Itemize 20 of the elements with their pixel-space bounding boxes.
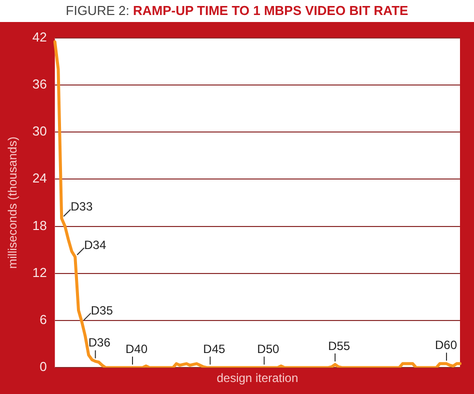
data-label: D36 bbox=[88, 336, 111, 350]
y-tick-label: 18 bbox=[32, 218, 47, 233]
y-tick-label: 42 bbox=[32, 29, 47, 44]
y-tick-label: 30 bbox=[32, 124, 47, 139]
y-tick-label: 24 bbox=[32, 170, 47, 186]
data-label: D60 bbox=[434, 338, 458, 352]
x-axis-title: design iteration bbox=[216, 371, 298, 386]
data-label: D45 bbox=[203, 342, 226, 356]
chart-title: FIGURE 2: RAMP-UP TIME TO 1 MBPS VIDEO BIT RATE bbox=[64, 2, 410, 20]
y-tick-label: 36 bbox=[32, 76, 47, 92]
data-label: D35 bbox=[90, 303, 114, 318]
data-label: D33 bbox=[70, 200, 93, 214]
y-tick-label: 12 bbox=[32, 264, 47, 280]
data-label: D55 bbox=[328, 338, 350, 353]
y-axis-title: milliseconds (thousands) bbox=[6, 136, 20, 269]
data-label: D40 bbox=[126, 342, 148, 356]
data-label: D34 bbox=[84, 238, 106, 252]
data-label: D50 bbox=[257, 342, 280, 356]
y-tick-label: 6 bbox=[40, 312, 47, 328]
y-tick-label: 0 bbox=[40, 359, 47, 374]
